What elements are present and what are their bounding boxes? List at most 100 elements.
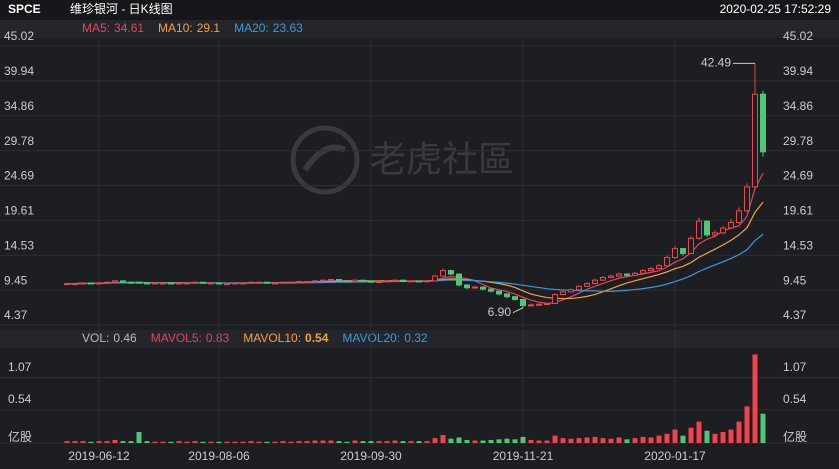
candle-body	[152, 282, 158, 285]
y-tick-label-right: 9.45	[783, 273, 807, 287]
candle-body	[504, 293, 510, 298]
candle-body	[448, 270, 454, 275]
volume-bar	[120, 441, 126, 443]
volume-bar	[328, 440, 334, 443]
volume-bar	[560, 438, 566, 443]
volume-bar	[600, 438, 606, 443]
volume-bar	[216, 441, 222, 443]
y-tick-label: 4.37	[4, 308, 28, 322]
candle-body	[376, 281, 382, 284]
volume-bar	[248, 441, 254, 443]
y-tick-label-right: 14.53	[783, 238, 813, 252]
y-tick-label-right: 45.02	[783, 29, 813, 43]
volume-bar	[752, 354, 758, 443]
legend-bar	[0, 20, 839, 38]
candle-body	[88, 282, 94, 285]
volume-bar	[72, 441, 78, 443]
candle-body	[752, 93, 758, 188]
candle-body	[360, 279, 366, 282]
candle-body	[480, 286, 486, 290]
candle-body	[248, 281, 254, 284]
candle-body	[744, 186, 750, 212]
candle-body	[736, 210, 742, 224]
legend-label: MAVOL5:	[151, 331, 202, 345]
x-tick-label: 2019-06-12	[68, 449, 130, 463]
y-tick-label-right: 39.94	[783, 64, 813, 78]
legend-value: 23.63	[273, 21, 303, 35]
candle-body	[648, 268, 654, 272]
y-tick-label-right: 19.61	[783, 204, 813, 218]
legend-value: 0.32	[404, 331, 428, 345]
volume-bar	[632, 438, 638, 443]
candle-body	[128, 281, 134, 284]
candle-body	[696, 220, 702, 239]
y-tick-label: 29.78	[4, 134, 34, 148]
volume-bar	[704, 430, 710, 443]
legend-entry: VOL: 0.46	[82, 331, 137, 345]
volume-bar	[304, 441, 310, 443]
candle-body	[120, 280, 126, 283]
volume-bar	[256, 441, 262, 443]
candle-body	[632, 272, 638, 276]
volume-bar	[648, 437, 654, 443]
volume-bar	[264, 441, 270, 443]
legend-entry: MA10: 29.1	[158, 21, 220, 35]
legend-label: MA5:	[82, 21, 110, 35]
vol-legend-bar	[0, 330, 839, 348]
volume-bar	[696, 421, 702, 443]
volume-bar	[736, 421, 742, 443]
volume-bar	[96, 441, 102, 443]
legend-label: MA10:	[158, 21, 193, 35]
volume-bar	[224, 441, 230, 443]
candle-body	[296, 281, 302, 284]
volume-bar	[320, 440, 326, 443]
volume-bar	[528, 439, 534, 443]
volume-bar	[432, 438, 438, 443]
candle-body	[104, 281, 110, 284]
candle-body	[232, 282, 238, 285]
volume-bar	[544, 440, 550, 443]
volume-bar	[400, 441, 406, 443]
candle-body	[720, 227, 726, 234]
candle-body	[80, 282, 86, 285]
candle-body	[168, 282, 174, 285]
candle-body	[272, 282, 278, 285]
volume-bar	[392, 440, 398, 443]
candle-body	[64, 283, 70, 286]
volume-bar	[296, 441, 302, 443]
vol-tick-label-right: 0.54	[783, 392, 807, 406]
candle-body	[512, 296, 518, 300]
candle-body	[432, 275, 438, 282]
volume-bar	[712, 433, 718, 443]
x-tick-label: 2019-09-30	[340, 449, 402, 463]
volume-bar	[552, 435, 558, 443]
candle-body	[240, 282, 246, 285]
candle-body	[672, 248, 678, 259]
volume-bar	[576, 438, 582, 443]
volume-bar	[720, 432, 726, 443]
candle-body	[344, 280, 350, 283]
candle-body	[536, 303, 542, 306]
candle-body	[96, 282, 102, 285]
volume-bar	[200, 441, 206, 443]
volume-bar	[64, 441, 70, 443]
volume-bar	[88, 441, 94, 443]
candle-body	[392, 279, 398, 282]
header-bar	[0, 0, 839, 20]
candle-body	[552, 294, 558, 305]
candle-body	[160, 282, 166, 285]
candle-body	[592, 279, 598, 285]
vol-unit-right: 亿股	[783, 429, 807, 444]
volume-bar	[672, 429, 678, 443]
candle-body	[560, 291, 566, 296]
candle-body	[328, 278, 334, 281]
candle-body	[184, 282, 190, 285]
volume-bar	[280, 441, 286, 443]
candle-body	[600, 276, 606, 281]
volume-bar	[512, 439, 518, 443]
candle-body	[304, 281, 310, 284]
candle-body	[200, 281, 206, 284]
legend-entry: MA5: 34.61	[82, 21, 144, 35]
volume-bar	[536, 440, 542, 443]
